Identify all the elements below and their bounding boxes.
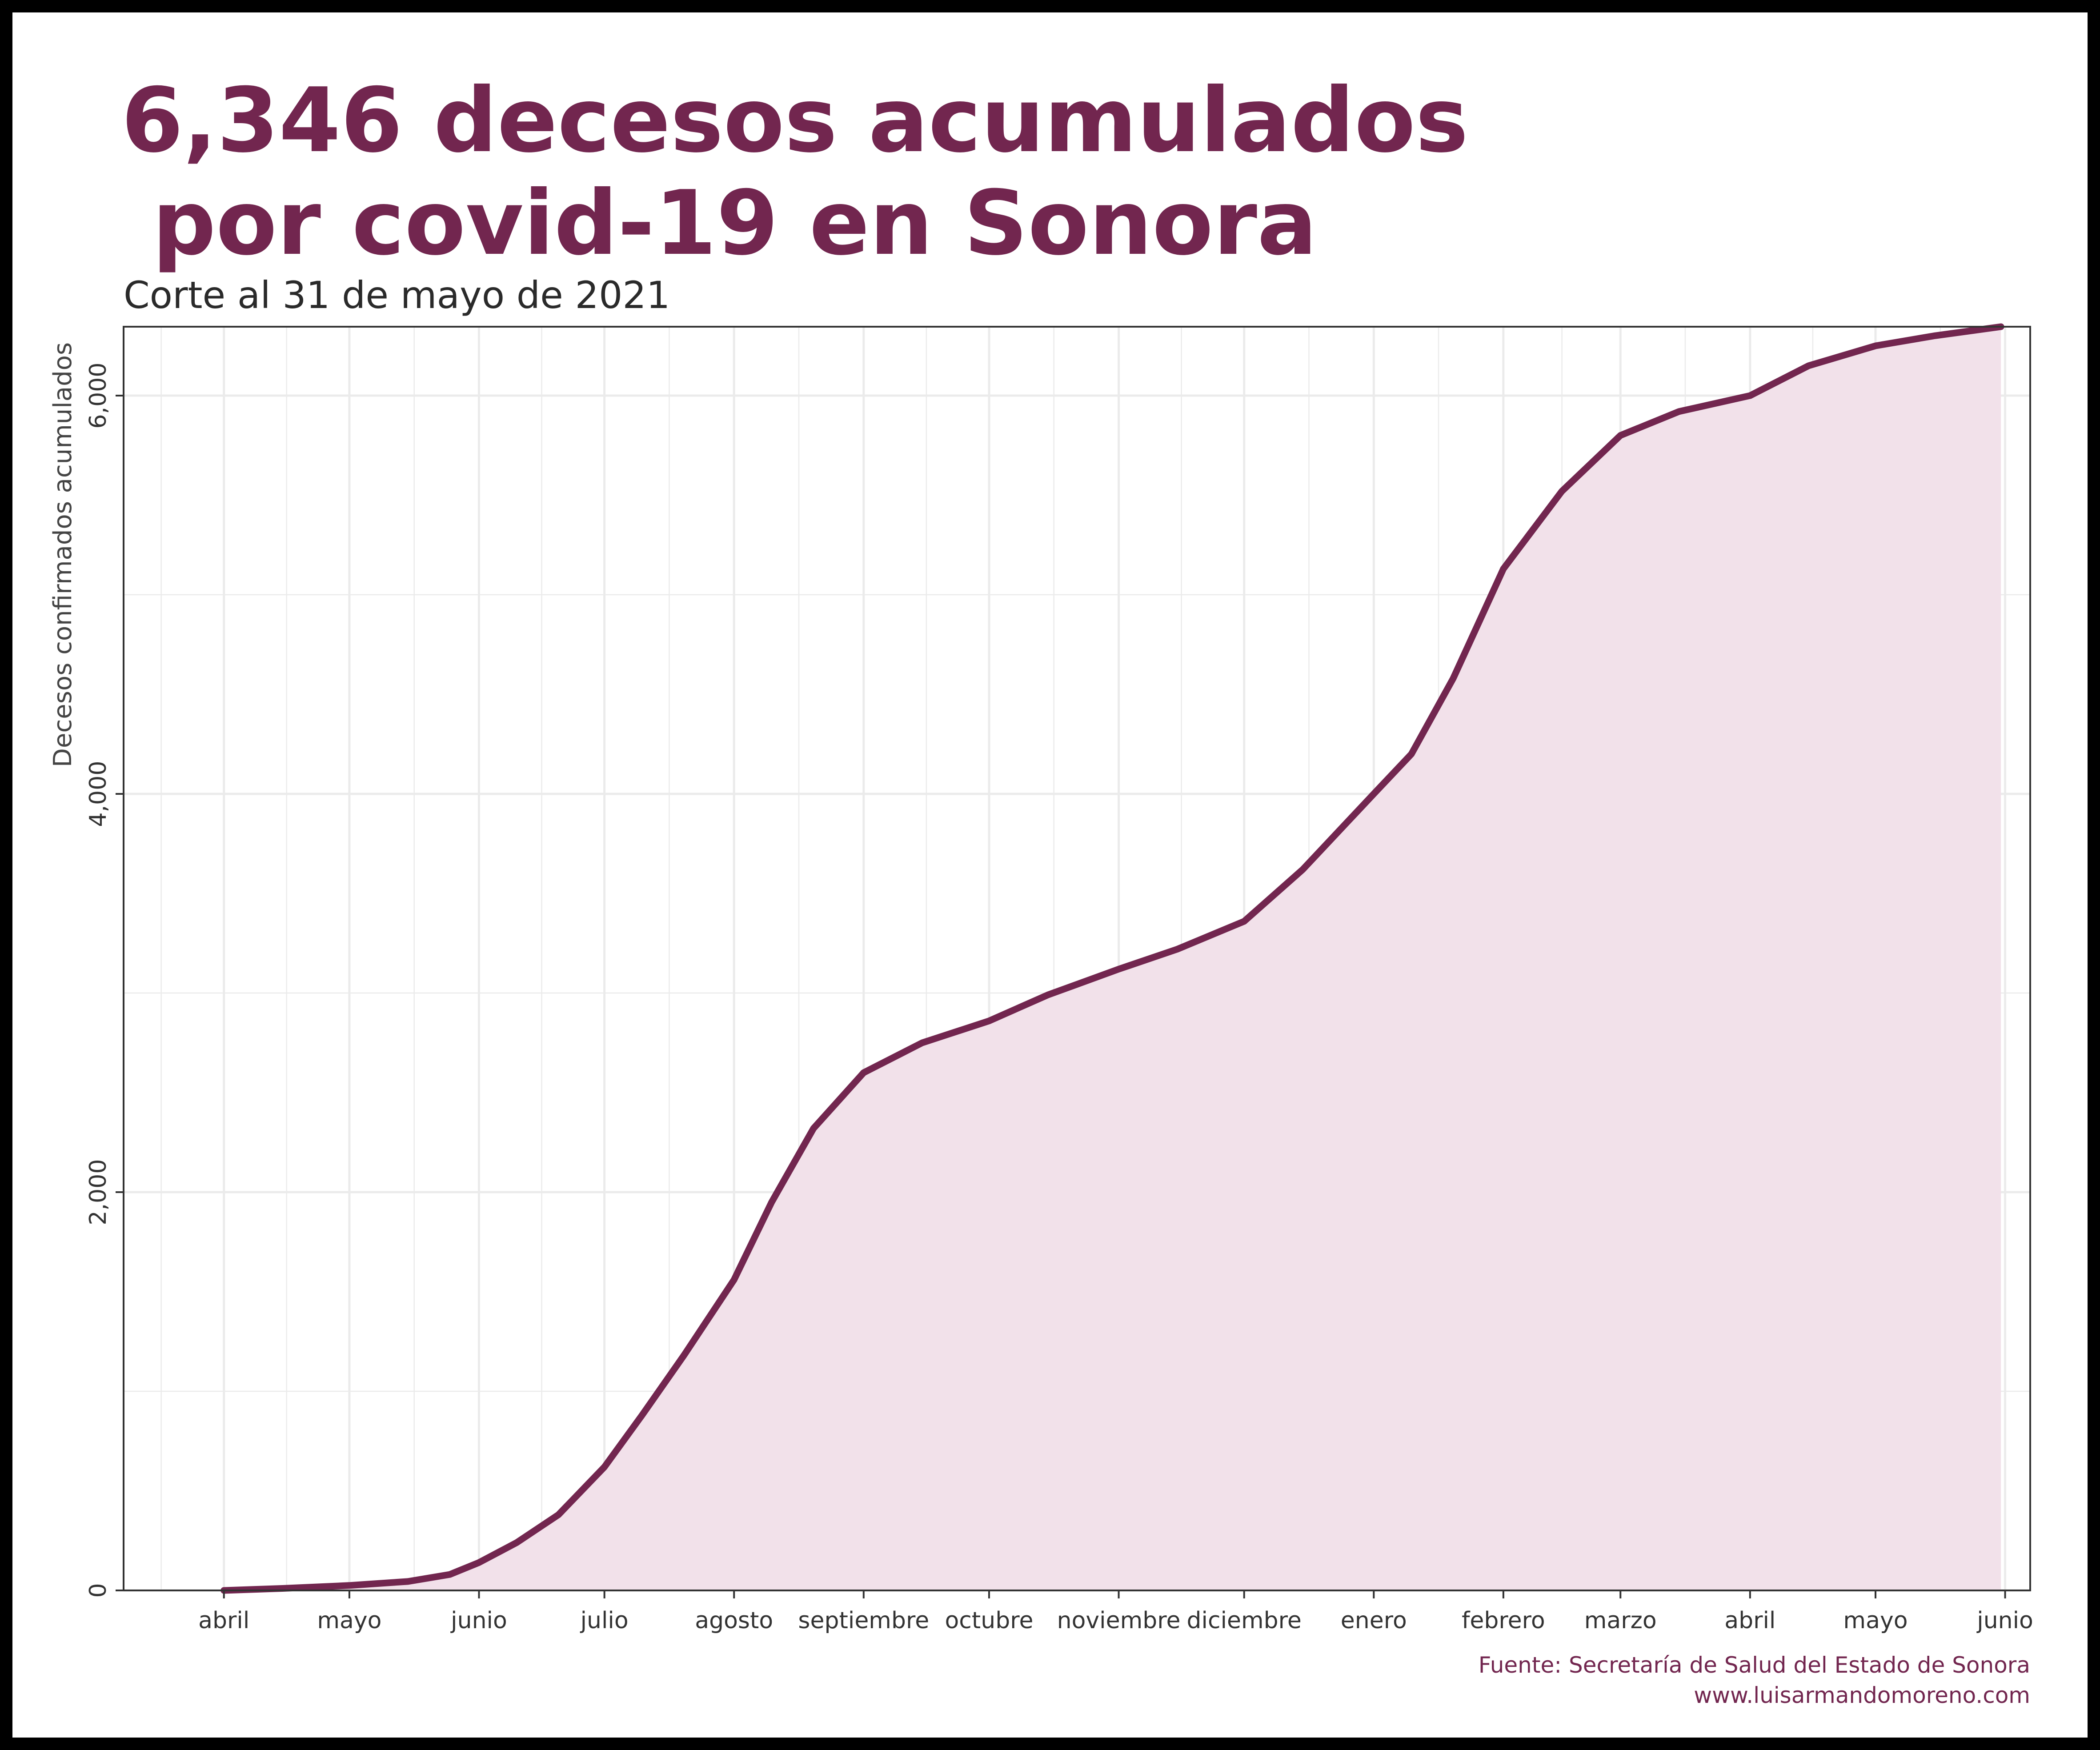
area-layer — [224, 327, 2001, 1590]
x-tick-label: marzo — [1584, 1607, 1657, 1634]
chart: 6,346 decesos acumulados por covid-19 en… — [48, 69, 2033, 1708]
x-tick-label: noviembre — [1057, 1607, 1181, 1634]
y-tick-label: 0 — [85, 1583, 112, 1598]
x-tick-label: agosto — [695, 1607, 773, 1634]
chart-frame: 6,346 decesos acumulados por covid-19 en… — [12, 12, 2088, 1738]
x-tick-label: abril — [198, 1607, 249, 1634]
caption-source: Fuente: Secretaría de Salud del Estado d… — [1479, 1652, 2030, 1678]
x-tick-label: enero — [1341, 1607, 1407, 1634]
y-tick-label: 6,000 — [85, 363, 112, 429]
x-tick-label: septiembre — [798, 1607, 929, 1634]
x-tick-label: junio — [1976, 1607, 2033, 1634]
x-tick-label: octubre — [945, 1607, 1033, 1634]
x-tick-label: mayo — [317, 1607, 381, 1634]
x-tick-label: febrero — [1462, 1607, 1545, 1634]
x-tick-label: abril — [1724, 1607, 1775, 1634]
chart-title-line1: 6,346 decesos acumulados — [121, 69, 1468, 172]
y-tick-label: 2,000 — [85, 1159, 112, 1225]
chart-subtitle: Corte al 31 de mayo de 2021 — [124, 273, 670, 317]
x-tick-label: julio — [580, 1607, 629, 1634]
axis-layer: abril mayo junio julio agosto septiembre octub… — [85, 363, 2033, 1634]
panel-border — [123, 326, 2031, 1591]
x-tick-label: diciembre — [1187, 1607, 1302, 1634]
y-axis-title: Decesos confirmados acumulados — [48, 342, 77, 767]
area-fill — [224, 327, 2001, 1590]
chart-title-line2: por covid-19 en Sonora — [121, 172, 1317, 275]
caption-url: www.luisarmandomoreno.com — [1694, 1682, 2030, 1708]
x-tick-label: junio — [450, 1607, 507, 1634]
y-tick-label: 4,000 — [85, 761, 112, 827]
series-line — [220, 323, 2004, 1594]
line-layer — [220, 323, 2004, 1594]
x-tick-label: mayo — [1843, 1607, 1908, 1634]
